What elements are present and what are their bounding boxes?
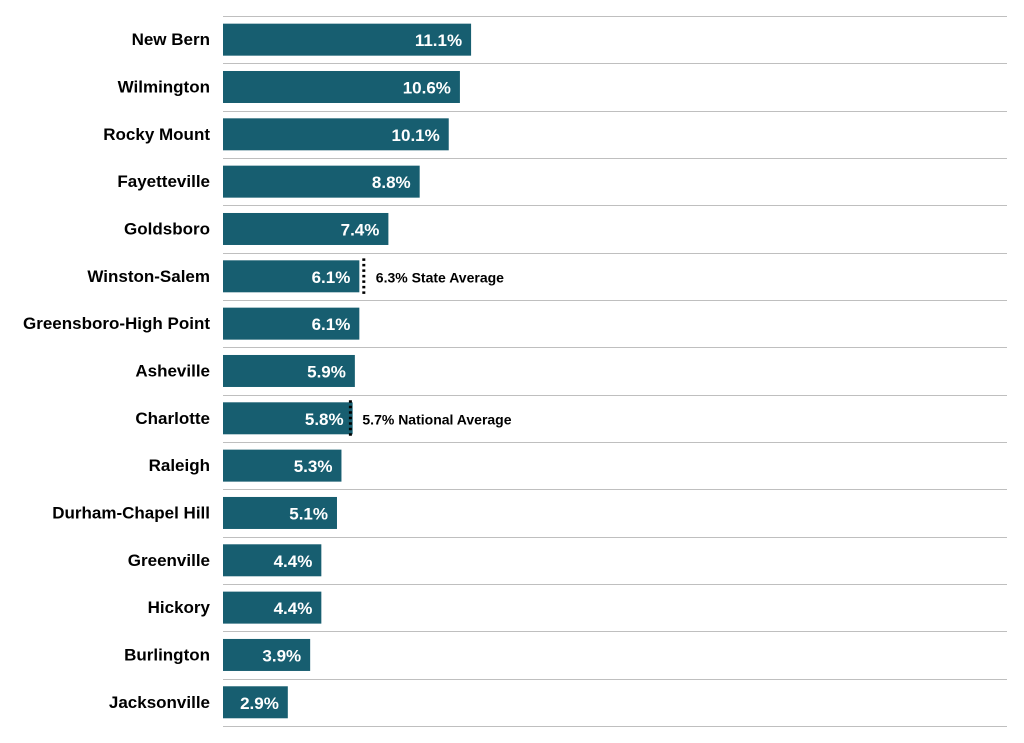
value-label: 4.4% [274,552,313,571]
category-label: Goldsboro [124,219,210,238]
category-label: Wilmington [118,77,210,96]
bar [223,496,337,529]
category-label: Winston-Salem [87,267,210,286]
category-label: Burlington [124,645,210,664]
bar [223,23,472,56]
bar [223,402,353,435]
category-labels: New Bern Wilmington Rocky Mount Fayettevill… [23,30,211,712]
value-label: 5.1% [289,504,328,523]
category-label: Greensboro-High Point [23,314,210,333]
bars [223,23,472,719]
category-label: Durham-Chapel Hill [52,503,210,522]
bar [223,70,460,103]
category-label: New Bern [132,30,210,49]
bar [223,260,360,293]
category-label: Charlotte [135,409,210,428]
category-label: Hickory [148,598,211,617]
bar [223,591,322,624]
bar [223,544,322,577]
bar [223,165,420,198]
category-label: Rocky Mount [103,125,210,144]
bar [223,118,449,151]
value-label: 10.6% [403,78,451,97]
value-labels: 11.1% 10.6% 10.1% 8.8% 7.4% 6.1% 6.1% 5.9% 5.8% 5… [240,31,462,713]
category-label: Asheville [135,361,210,380]
reference-line-label: 5.7% National Average [362,411,511,427]
value-label: 10.1% [392,126,440,145]
value-label: 6.1% [312,315,351,334]
category-label: Fayetteville [117,172,210,191]
value-label: 3.9% [262,646,301,665]
value-label: 5.3% [294,457,333,476]
category-label: Greenville [128,551,210,570]
value-label: 8.8% [372,173,411,192]
bar [223,354,355,387]
reference-line-label: 6.3% State Average [376,269,504,285]
bar [223,686,288,719]
gridlines [223,16,1007,727]
bar [223,212,389,245]
value-label: 7.4% [341,220,380,239]
value-label: 6.1% [312,268,351,287]
bar [223,449,342,482]
bar [223,638,311,671]
value-label: 5.8% [305,410,344,429]
value-label: 11.1% [415,31,462,50]
reference-lines: 6.3% State Average 5.7% National Average [348,258,512,437]
category-label: Raleigh [149,456,210,475]
value-label: 2.9% [240,694,279,713]
value-label: 5.9% [307,362,346,381]
value-label: 4.4% [274,599,313,618]
bar [223,307,360,340]
category-label: Jacksonville [109,693,210,712]
